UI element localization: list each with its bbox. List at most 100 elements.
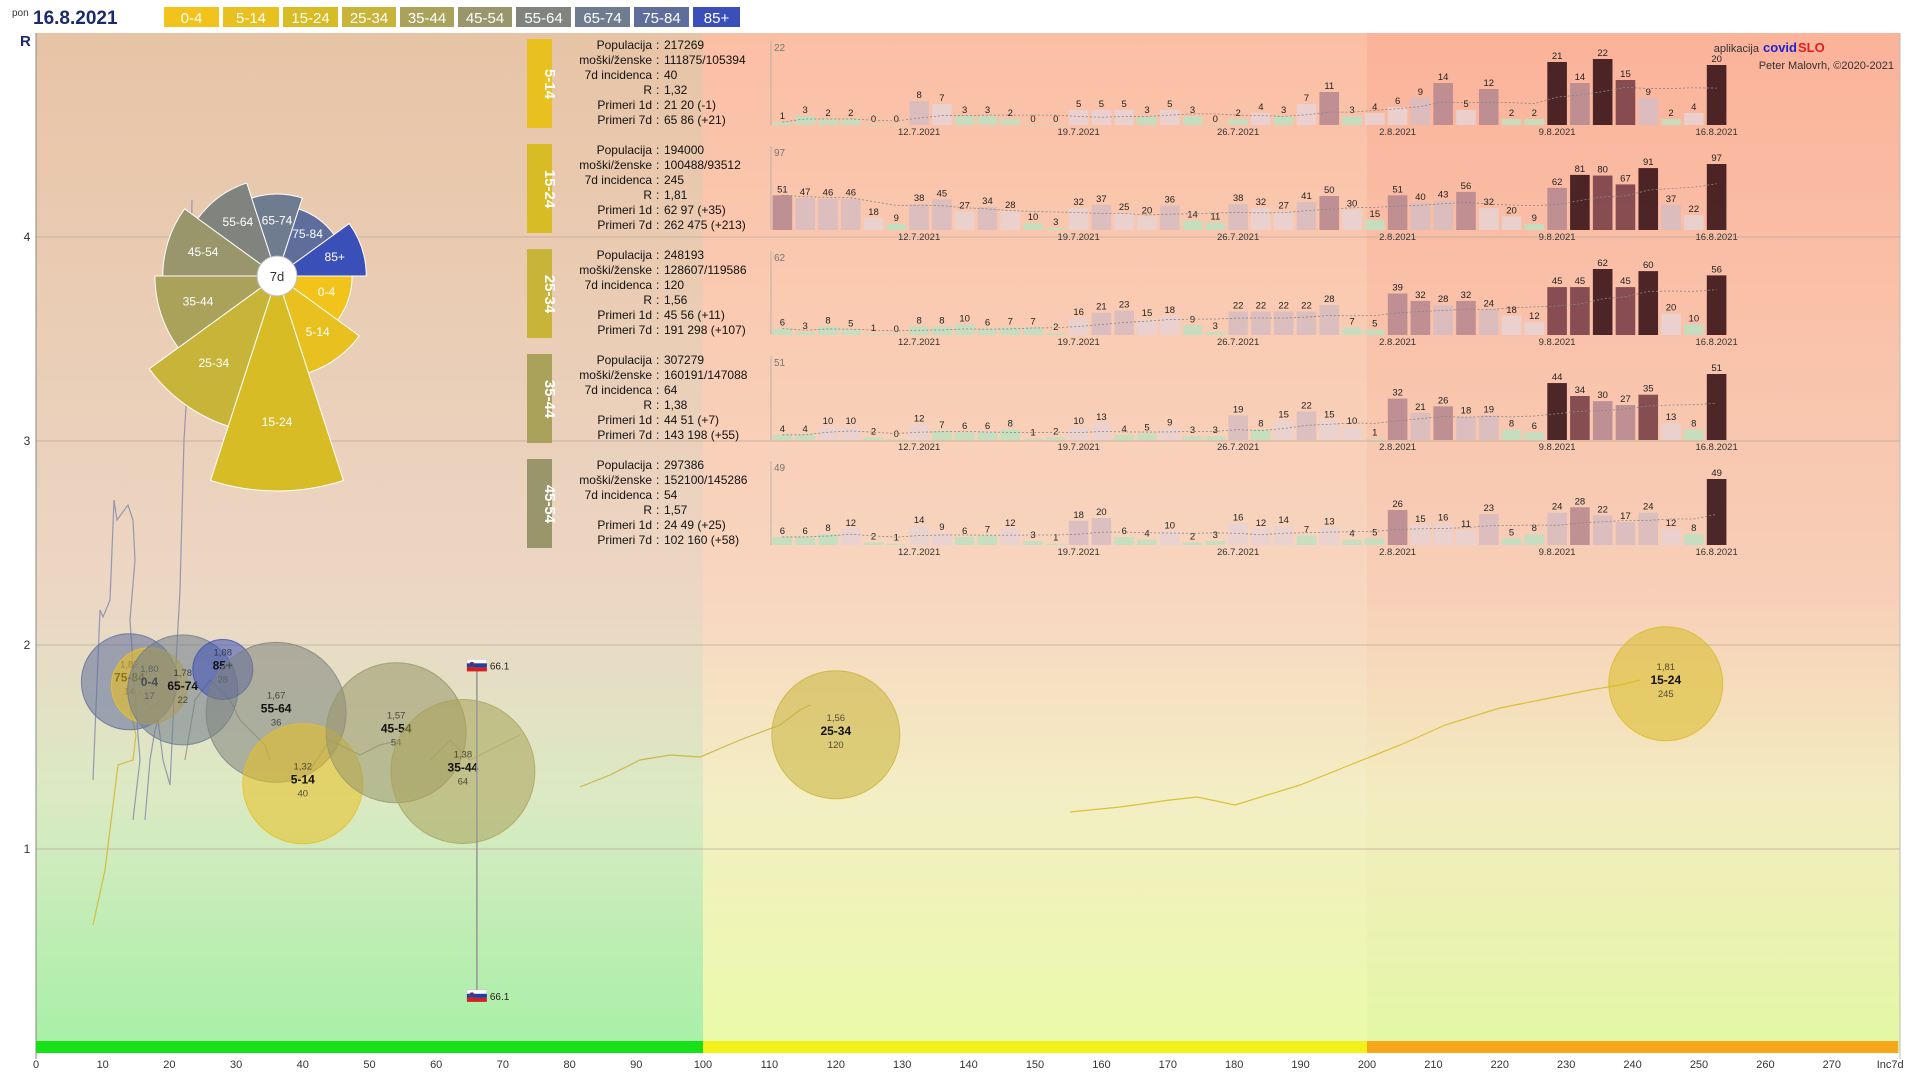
panel-stat-value: 24 49 (+25) [664,518,726,532]
panel-ymax-label: 22 [774,43,786,54]
panel-bar-value: 1 [780,111,785,122]
legend-swatch-65-74 [575,7,630,27]
panel-stat-label: Populacija [597,458,653,472]
panel-bar-value: 35 [1643,384,1654,395]
panel-bar-value: 24 [1552,502,1563,513]
panel-bar [818,326,838,335]
panel-bar-value: 30 [1597,390,1608,401]
slovenia-flag-icon [466,659,488,672]
panel-date-label: 9.8.2021 [1539,337,1576,348]
panel-bar [954,536,975,545]
zone-bar-segment [703,1041,1367,1053]
panel-stat-colon: : [656,113,659,127]
panel-stat-colon: : [656,488,659,502]
panel-bar-value: 56 [1461,181,1472,192]
panel-bar-value: 7 [939,93,944,104]
panel-stat-value: 111875/105394 [664,53,746,67]
panel-bar [1410,98,1431,125]
panel-stat-colon: : [656,98,659,112]
panel-bar [977,116,998,125]
polar-slice-label: 0-4 [318,285,336,299]
panel-bar [1205,124,1226,125]
panel-bar-value: 4 [1144,529,1149,540]
y-tick-label: 1 [24,842,31,856]
panel-bar-value: 2 [871,426,876,437]
panel-ymax-label: 49 [774,463,786,474]
panel-bar [1182,220,1203,230]
panel-stat-colon: : [656,83,659,97]
panel-stat-colon: : [656,158,659,172]
panel-bar-value: 10 [1028,212,1039,223]
panel-group-tab [527,144,552,233]
panel-trend-line [782,183,1717,216]
panel-bar [1570,396,1590,440]
panel-stat-value: 191 298 (+107) [664,323,746,337]
panel-bar [886,334,907,335]
panel-stat-value: 1,56 [664,293,688,307]
panel-bar-value: 8 [1691,419,1696,430]
bubble-inc-value: 64 [458,776,469,787]
panel-bar-value: 3 [1030,530,1035,541]
panel-bar [1387,398,1408,440]
panel-bar-value: 26 [1392,499,1403,510]
panel-bar [818,119,838,125]
panel-stat-value: 21 20 (-1) [664,98,716,112]
panel-bar-value: 46 [823,188,834,199]
panel-bar [863,542,884,545]
panel-bar [1159,531,1180,545]
panel-bar [1273,420,1294,440]
panel-stat-label: Primeri 7d [597,428,652,442]
bubble-group-label: 15-24 [1650,673,1681,687]
panel-date-label: 2.8.2021 [1379,337,1416,348]
panel-bar [1342,209,1362,230]
panel-bar-value: 4 [803,424,808,435]
panel-ymax-label: 51 [774,358,786,369]
panel-bar [1046,124,1066,125]
panel-bar [1638,512,1659,545]
panel-date-label: 2.8.2021 [1379,127,1416,138]
trajectory-line [92,499,141,821]
panel-bar [1251,429,1271,440]
panel-bar [1410,412,1431,440]
panel-bar-value: 5 [1167,99,1172,110]
polar-slice-65-74 [251,193,303,278]
panel-date-label: 9.8.2021 [1539,232,1576,243]
legend-swatch-5-14 [223,7,279,27]
panel-bar-value: 14 [1438,72,1449,83]
panel-stat-colon: : [656,248,659,262]
panel-bar [977,535,998,545]
panel-bar [932,430,952,440]
panel-bar [1615,405,1636,440]
panel-bar-value: 5 [848,319,853,330]
panel-bar-value: 8 [1509,419,1514,430]
panel-bar-value: 62 [1552,177,1563,188]
panel-45-54: 45-54Populacija:297386moški/ženske:15210… [527,458,1738,558]
panel-date-label: 12.7.2021 [898,442,940,453]
panel-bar-value: 10 [959,313,970,324]
panel-bar-value: 3 [1213,530,1218,541]
panel-date-label: 19.7.2021 [1057,547,1099,558]
panel-bar [1342,116,1362,125]
panel-bar-value: 3 [1190,425,1195,436]
y-tick-label: 4 [24,230,31,244]
polar-slice-55-64 [197,182,278,278]
panel-bar [1068,520,1089,545]
panel-bar [1273,311,1294,335]
bubble-r-value: 1,67 [267,690,286,701]
panel-bar-value: 51 [777,184,788,195]
panel-bar-value: 0 [1053,114,1058,125]
panel-bar [1478,514,1499,545]
panel-stat-colon: : [656,308,659,322]
panel-bar [1706,374,1727,440]
panel-bar [1296,535,1317,545]
panel-bar [1501,315,1522,335]
panel-bar-value: 3 [1144,105,1149,116]
legend-swatch-25-34 [342,7,396,27]
zone-bar-segment [36,1041,703,1053]
panel-stat-label: Primeri 1d [597,308,652,322]
panel-bar-value: 12 [1529,311,1540,322]
weekday-label: pon [12,8,29,19]
panel-bar [1342,327,1362,335]
panel-bar-value: 17 [1620,511,1631,522]
panel-bar [1501,119,1522,125]
